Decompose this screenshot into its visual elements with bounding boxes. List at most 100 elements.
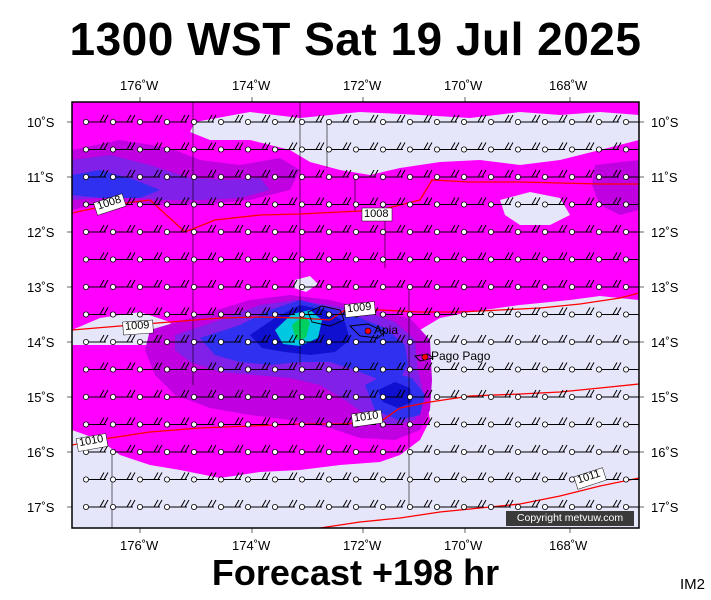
wind-barb <box>623 366 639 373</box>
wind-barb <box>569 169 595 180</box>
wind-barb <box>596 362 622 373</box>
wind-barb <box>217 224 244 235</box>
wind-barb <box>217 307 244 318</box>
wind-barb <box>163 279 190 290</box>
wind-barb <box>244 499 271 510</box>
wind-barb <box>110 472 136 483</box>
wind-barb <box>110 279 136 290</box>
wind-barb <box>110 142 136 153</box>
wind-barb <box>433 389 460 400</box>
wind-barb <box>515 307 541 318</box>
wind-barb <box>623 338 639 345</box>
wind-barb <box>136 444 163 455</box>
lat-label-left-14s: 14˚S <box>27 335 55 350</box>
wind-barb <box>217 252 244 263</box>
wind-barb <box>298 417 325 428</box>
place-markers <box>364 327 429 361</box>
lat-label-left-10s: 10˚S <box>27 115 55 130</box>
wind-barb <box>406 169 433 180</box>
isobar-label-boxes <box>75 193 607 490</box>
wind-barb <box>271 417 298 428</box>
lon-label-bottom-170w: 170˚W <box>444 538 483 553</box>
wind-barb <box>325 224 352 235</box>
clear-gap-north <box>190 112 639 175</box>
rain-region-purple-east <box>592 160 639 215</box>
wind-barb <box>487 499 514 510</box>
wind-barb <box>83 224 109 235</box>
wind-barb <box>352 499 379 510</box>
wind-barb <box>136 169 163 180</box>
wind-barb <box>596 279 622 290</box>
wind-barb <box>190 252 217 263</box>
wind-barb <box>433 362 460 373</box>
wind-barb <box>596 142 622 153</box>
wind-barb <box>136 114 163 126</box>
wind-barb <box>406 197 433 208</box>
wind-barb <box>542 472 568 483</box>
wind-barb <box>406 444 433 455</box>
wind-barb <box>487 472 514 483</box>
wind-barb <box>244 362 271 373</box>
wind-barb <box>298 279 325 290</box>
wind-barb <box>623 256 639 263</box>
wind-barb <box>569 389 595 400</box>
wind-barb <box>487 389 514 400</box>
wind-barb <box>379 472 406 483</box>
wind-barb <box>244 142 271 153</box>
wind-barb <box>460 114 487 126</box>
wind-barb <box>298 252 325 263</box>
wind-barb <box>515 499 541 510</box>
wind-barb <box>487 142 514 153</box>
place-label-pago-pago: Pago Pago <box>431 349 491 363</box>
wind-barb <box>163 307 190 318</box>
wind-barb <box>542 279 568 290</box>
isobar-label-1009-central: 1009 <box>346 300 373 316</box>
wind-barb <box>569 307 595 318</box>
wind-barb <box>298 307 325 318</box>
wind-barb <box>379 499 406 510</box>
lat-label-right-10s: 10˚S <box>651 115 679 130</box>
wind-barb <box>515 114 541 126</box>
wind-barb <box>271 169 298 180</box>
wind-barb <box>379 444 406 455</box>
wind-barb <box>244 472 271 483</box>
lat-label-right-14s: 14˚S <box>651 335 679 350</box>
wind-barb <box>379 334 406 345</box>
wind-barb <box>515 142 541 153</box>
wind-barb <box>569 252 595 263</box>
wind-barb <box>433 169 460 180</box>
wind-barb <box>487 279 514 290</box>
wind-barb <box>487 114 514 126</box>
wind-barb <box>136 499 163 510</box>
wind-barb <box>515 252 541 263</box>
wind-barb <box>433 334 460 345</box>
wind-barb <box>596 169 622 180</box>
wind-barb <box>515 197 541 208</box>
lon-label-top-170w: 170˚W <box>444 78 483 93</box>
wind-barb <box>406 279 433 290</box>
wind-barb <box>163 417 190 428</box>
wind-barb <box>352 389 379 400</box>
lat-label-right-17s: 17˚S <box>651 500 679 515</box>
wind-barb <box>623 146 639 153</box>
wind-barb <box>433 142 460 153</box>
wind-barb <box>433 417 460 428</box>
wind-barb <box>190 444 217 455</box>
wind-barb <box>379 389 406 400</box>
wind-barb <box>163 114 190 126</box>
wind-barb <box>623 283 639 290</box>
wind-barb <box>190 362 217 373</box>
apia-marker <box>364 327 372 335</box>
wind-barb <box>271 197 298 208</box>
wind-barb <box>244 279 271 290</box>
wind-barb <box>487 169 514 180</box>
rain-region-green <box>292 316 310 340</box>
wind-barb <box>190 279 217 290</box>
wind-barb <box>542 389 568 400</box>
wind-barb <box>515 279 541 290</box>
wind-barb <box>352 169 379 180</box>
wind-barb <box>325 417 352 428</box>
wind-barb <box>244 197 271 208</box>
wind-barb <box>542 307 568 318</box>
